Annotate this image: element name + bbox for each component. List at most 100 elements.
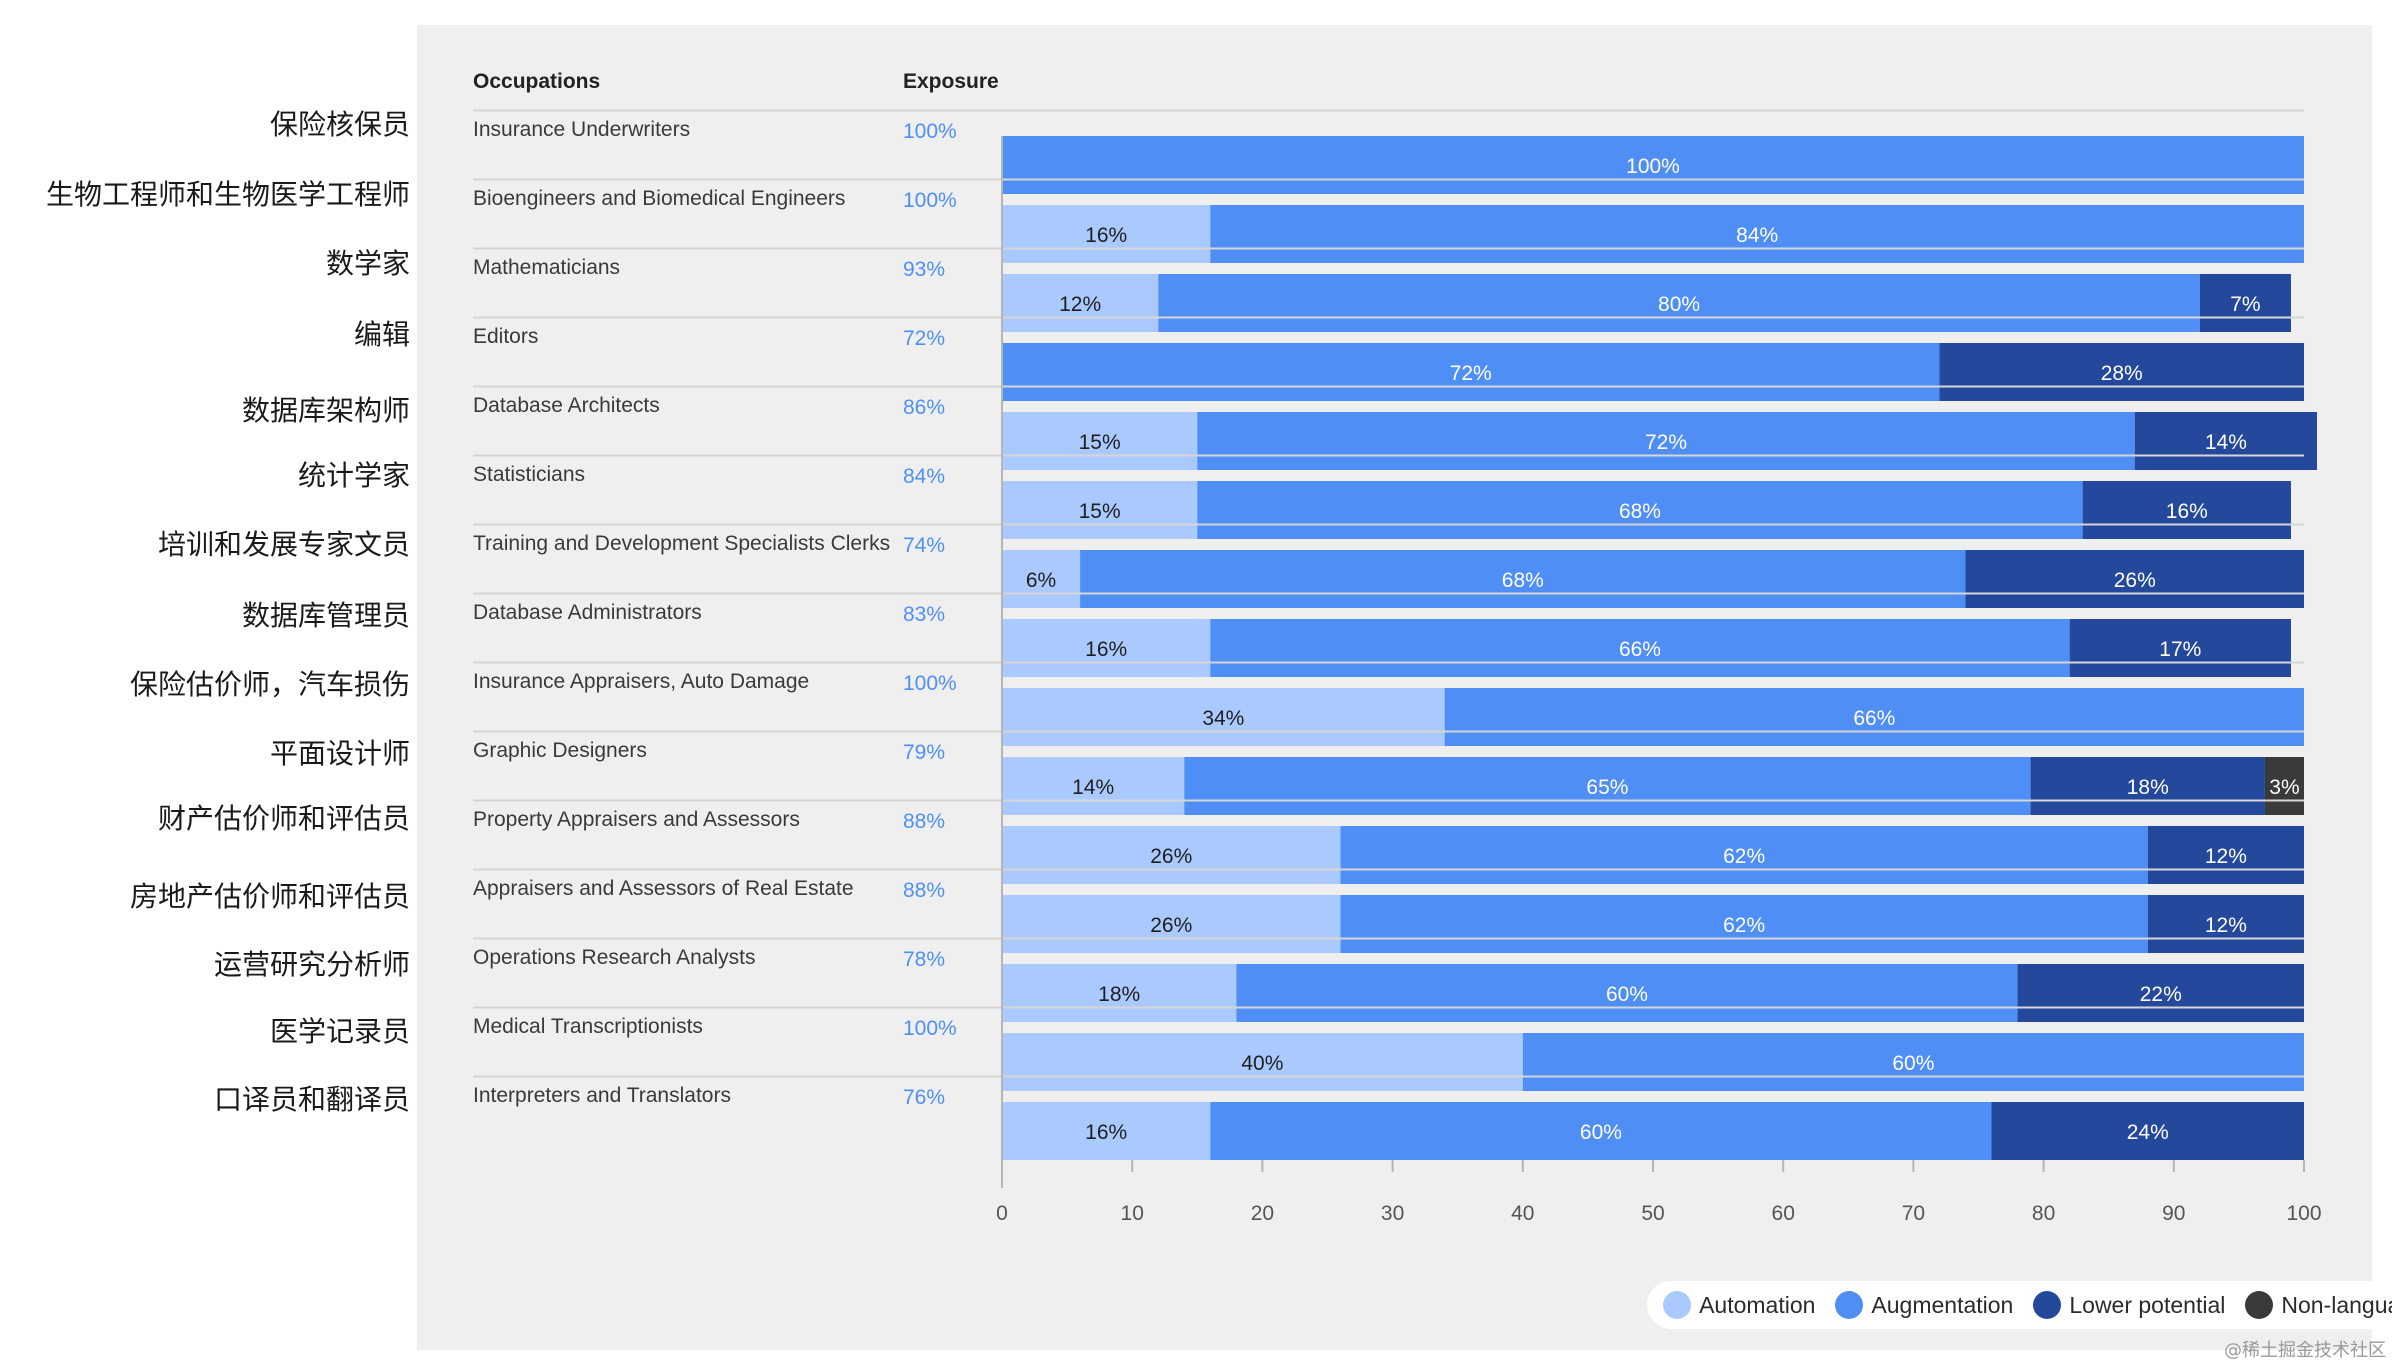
exposure-value: 100% xyxy=(903,120,957,143)
bar-segment-augmentation xyxy=(1340,895,2148,953)
legend-item-lower-potential: Lower potential xyxy=(2033,1291,2225,1319)
occupation-label: Bioengineers and Biomedical Engineers xyxy=(473,187,845,210)
x-tick-label: 20 xyxy=(1251,1202,1274,1225)
bar-segment-automation xyxy=(1002,481,1198,539)
data-label: 24% xyxy=(2127,1121,2169,1144)
data-label: 28% xyxy=(2101,362,2143,385)
x-tick-label: 80 xyxy=(2032,1202,2055,1225)
data-label: 17% xyxy=(2159,638,2201,661)
bar-segment-augmentation xyxy=(1080,550,1966,608)
bar-segment-augmentation xyxy=(1210,205,2304,263)
data-label: 26% xyxy=(2114,569,2156,592)
data-label: 62% xyxy=(1723,914,1765,937)
chart-panel: Occupations Exposure Insurance Underwriter… xyxy=(417,25,2392,1350)
occupation-label: Insurance Appraisers, Auto Damage xyxy=(473,670,809,693)
legend-swatch-non-language-tasks xyxy=(2245,1291,2274,1319)
x-tick-label: 90 xyxy=(2162,1202,2185,1225)
bar-segment-automation xyxy=(1002,274,1159,332)
data-label: 62% xyxy=(1723,845,1765,868)
chinese-occupation-label: 数学家 xyxy=(325,247,410,280)
x-tick-label: 10 xyxy=(1121,1202,1144,1225)
occupation-label: Mathematicians xyxy=(473,256,620,279)
bar-segment-augmentation xyxy=(1236,964,2018,1022)
data-label: 72% xyxy=(1450,362,1492,385)
data-label: 16% xyxy=(1085,224,1127,247)
data-label: 3% xyxy=(2269,776,2299,799)
bar-segment-automation xyxy=(1002,205,1211,263)
bar-segment-lower-potential xyxy=(2147,895,2304,953)
bar-segment-augmentation xyxy=(1444,688,2304,746)
data-label: 66% xyxy=(1853,707,1895,730)
x-tick-label: 50 xyxy=(1641,1202,1664,1225)
bar-segment-augmentation xyxy=(1522,1033,2304,1091)
chinese-occupation-label: 生物工程师和生物医学工程师 xyxy=(45,178,410,211)
legend-swatch-lower-potential xyxy=(2033,1291,2062,1319)
exposure-value: 78% xyxy=(903,948,945,971)
legend: Automation Augmentation Lower potential … xyxy=(1647,1281,2392,1329)
occupation-label: Property Appraisers and Assessors xyxy=(473,808,800,831)
chinese-occupation-label: 口译员和翻译员 xyxy=(213,1083,410,1116)
data-label: 16% xyxy=(2166,500,2208,523)
occupation-label: Database Administrators xyxy=(473,601,702,624)
data-label: 12% xyxy=(2205,914,2247,937)
chinese-occupation-label: 编辑 xyxy=(353,318,410,351)
bar-segment-non-language-tasks xyxy=(2264,757,2304,815)
exposure-value: 86% xyxy=(903,396,945,419)
bar-segment-augmentation xyxy=(1210,1102,1992,1160)
chinese-occupation-label: 保险核保员 xyxy=(269,108,410,141)
occupation-label: Training and Development Specialists Cle… xyxy=(473,532,890,555)
data-label: 68% xyxy=(1502,569,1544,592)
data-label: 26% xyxy=(1150,845,1192,868)
occupation-label: Database Architects xyxy=(473,394,660,417)
occupation-label: Medical Transcriptionists xyxy=(473,1015,703,1038)
bar-segment-augmentation xyxy=(1002,136,2304,194)
exposure-value: 83% xyxy=(903,603,945,626)
data-label: 6% xyxy=(1026,569,1056,592)
chinese-label-column: 保险核保员 生物工程师和生物医学工程师 数学家 编辑 数据库架构师 统计学家 培训和发展专家… xyxy=(0,0,410,1366)
data-label: 12% xyxy=(1059,293,1101,316)
bar-segment-augmentation xyxy=(1002,343,1940,401)
legend-label-augmentation: Augmentation xyxy=(1871,1291,2014,1318)
bar-segment-automation xyxy=(1002,964,1237,1022)
bar-segment-automation xyxy=(1002,757,1185,815)
data-label: 26% xyxy=(1150,914,1192,937)
legend-label-automation: Automation xyxy=(1699,1291,1816,1318)
data-label: 60% xyxy=(1580,1121,1622,1144)
occupation-label: Appraisers and Assessors of Real Estate xyxy=(473,877,854,900)
bar-segment-augmentation xyxy=(1197,412,2135,470)
chinese-occupation-label: 医学记录员 xyxy=(269,1015,410,1048)
data-label: 16% xyxy=(1085,638,1127,661)
chinese-occupation-label: 财产估价师和评估员 xyxy=(157,802,410,835)
data-label: 34% xyxy=(1202,707,1244,730)
data-label: 100% xyxy=(1626,155,1680,178)
occupation-label: Graphic Designers xyxy=(473,739,647,762)
exposure-value: 74% xyxy=(903,534,945,557)
data-label: 7% xyxy=(2230,293,2260,316)
data-label: 22% xyxy=(2140,983,2182,1006)
bar-segment-automation xyxy=(1002,895,1341,953)
data-label: 60% xyxy=(1606,983,1648,1006)
x-tick-label: 100 xyxy=(2286,1202,2321,1225)
chinese-occupation-label: 平面设计师 xyxy=(269,737,410,770)
data-label: 72% xyxy=(1645,431,1687,454)
bar-segment-lower-potential xyxy=(2017,964,2304,1022)
bar-segment-lower-potential xyxy=(2069,619,2291,677)
data-label: 15% xyxy=(1079,431,1121,454)
bar-segment-augmentation xyxy=(1340,826,2148,884)
data-label: 18% xyxy=(1098,983,1140,1006)
data-label: 65% xyxy=(1586,776,1628,799)
exposure-value: 100% xyxy=(903,189,957,212)
data-label: 84% xyxy=(1736,224,1778,247)
exposure-value: 79% xyxy=(903,741,945,764)
bar-segment-lower-potential xyxy=(2147,826,2304,884)
bar-segment-lower-potential xyxy=(2199,274,2291,332)
bar-segment-lower-potential xyxy=(2030,757,2265,815)
exposure-value: 93% xyxy=(903,258,945,281)
data-label: 80% xyxy=(1658,293,1700,316)
legend-item-augmentation: Augmentation xyxy=(1835,1291,2013,1319)
legend-item-automation: Automation xyxy=(1663,1291,1815,1319)
header-exposure: Exposure xyxy=(903,70,999,93)
bar-segment-augmentation xyxy=(1197,481,2083,539)
x-tick-label: 40 xyxy=(1511,1202,1534,1225)
occupation-label: Editors xyxy=(473,325,538,348)
